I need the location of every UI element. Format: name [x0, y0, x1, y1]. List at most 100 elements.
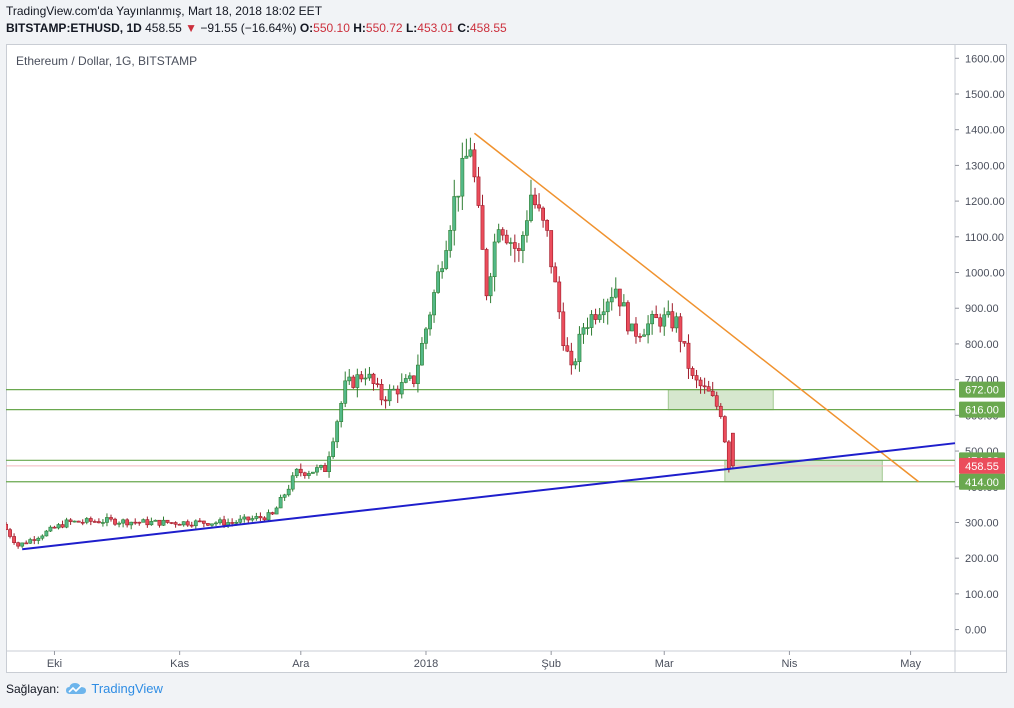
close-label: C: [457, 21, 470, 35]
candle-down [569, 350, 574, 366]
price-chart[interactable]: 0.00100.00200.00300.00400.00500.00600.00… [6, 44, 1007, 673]
candle-up [581, 327, 586, 335]
candle-down [201, 520, 206, 524]
candle-down [24, 542, 29, 545]
candle-down [593, 314, 598, 320]
candle-down [476, 176, 481, 206]
candle-down [12, 536, 16, 543]
price-tag-box [959, 381, 1005, 398]
candle-up [589, 314, 594, 328]
candle-up [278, 497, 283, 509]
candle-up [121, 519, 126, 524]
candle-down [68, 519, 73, 522]
candle-up [460, 157, 465, 197]
candle-down [516, 248, 521, 251]
candle-down [359, 374, 364, 380]
candle-up [436, 271, 440, 293]
candle-down [351, 376, 356, 388]
candle-down [658, 317, 663, 327]
candle-up [468, 149, 473, 157]
candle-down [561, 311, 566, 347]
candle-down [549, 230, 554, 268]
price-tag-box [959, 473, 1005, 490]
candle-up [274, 507, 279, 515]
candle-down [553, 266, 558, 283]
tradingview-cloud-icon [66, 682, 87, 694]
provider-label: Sağlayan: [6, 681, 60, 696]
candle-up [416, 364, 420, 384]
candle-down [137, 521, 142, 524]
candle-up [72, 520, 77, 523]
candle-up [440, 268, 445, 273]
candle-down [730, 432, 735, 467]
candle-up [666, 311, 671, 316]
candle-up [117, 522, 121, 525]
candle-up [456, 195, 461, 198]
candle-down [197, 520, 202, 523]
candle-up [525, 220, 529, 236]
candle-up [56, 524, 61, 529]
candle-up [335, 421, 340, 443]
candle-up [161, 519, 166, 526]
candle-up [331, 441, 336, 457]
chart-legend: Ethereum / Dollar, 1G, BITSTAMP [16, 54, 198, 68]
y-tick-label: 1500.00 [965, 89, 1005, 101]
candle-up [347, 376, 352, 382]
candle-down [504, 234, 509, 244]
candle-up [250, 518, 255, 521]
y-tick-label: 300.00 [965, 517, 999, 529]
candle-up [20, 542, 25, 547]
tradingview-logo[interactable]: TradingView [65, 681, 163, 696]
candle-down [246, 516, 251, 521]
candle-up [585, 327, 590, 329]
candles-group [6, 137, 735, 549]
candle-down [379, 384, 384, 401]
candle-up [84, 518, 89, 523]
candle-down [690, 368, 695, 376]
candle-up [399, 382, 404, 395]
candle-up [129, 521, 134, 526]
candle-up [294, 468, 299, 477]
candle-down [541, 207, 545, 221]
candle-down [702, 385, 707, 388]
candle-up [432, 292, 436, 316]
candle-down [654, 314, 659, 319]
candle-up [428, 314, 432, 330]
x-tick-label: Mar [655, 658, 674, 670]
candle-up [238, 518, 243, 523]
candle-down [157, 519, 162, 526]
candle-down [722, 416, 727, 443]
candle-up [420, 343, 424, 366]
candle-down [60, 524, 65, 528]
candle-down [189, 524, 194, 527]
candle-down [6, 523, 8, 530]
candle-up [48, 526, 53, 532]
x-tick-label: 2018 [414, 658, 438, 670]
candle-up [407, 375, 412, 379]
high-label: H: [353, 21, 366, 35]
candle-down [169, 522, 174, 524]
candle-up [444, 250, 449, 269]
candle-up [573, 361, 578, 366]
candle-up [36, 537, 41, 541]
candle-up [650, 314, 655, 325]
trendline [473, 132, 920, 483]
candle-up [391, 388, 396, 391]
candle-down [670, 311, 675, 329]
candle-up [254, 516, 259, 519]
candle-down [682, 341, 687, 344]
candle-up [387, 389, 392, 402]
candle-up [101, 522, 105, 524]
candle-up [452, 196, 457, 231]
candle-up [613, 288, 618, 298]
last-price: 458.55 [145, 21, 182, 35]
y-tick-label: 1400.00 [965, 125, 1005, 137]
candle-up [630, 323, 634, 332]
candle-up [242, 516, 247, 520]
y-tick-label: 1000.00 [965, 268, 1005, 280]
candle-down [88, 518, 93, 522]
candle-down [125, 519, 130, 526]
candle-up [311, 471, 315, 474]
y-tick-label: 1600.00 [965, 53, 1005, 65]
candle-down [96, 521, 101, 524]
